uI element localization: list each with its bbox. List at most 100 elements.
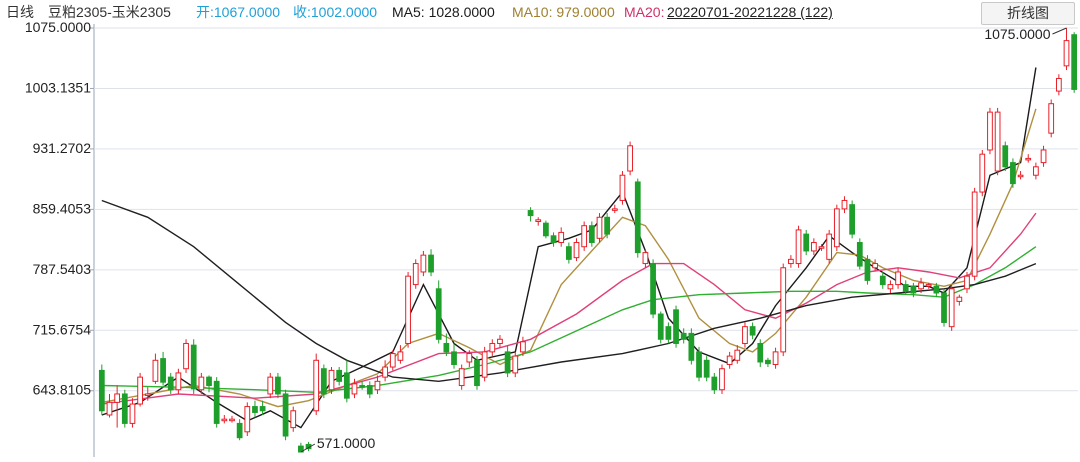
candle-body bbox=[121, 393, 128, 424]
candle-body bbox=[818, 246, 825, 249]
candle-body bbox=[742, 326, 748, 344]
candle bbox=[1002, 141, 1009, 172]
candle-body bbox=[573, 242, 580, 259]
candle bbox=[267, 372, 274, 399]
candle bbox=[795, 225, 802, 268]
candle bbox=[466, 350, 473, 368]
candle-body bbox=[252, 406, 258, 413]
candle bbox=[703, 356, 710, 382]
candle bbox=[366, 381, 373, 399]
candle bbox=[941, 288, 947, 327]
candle-body bbox=[910, 285, 917, 294]
candle bbox=[726, 351, 733, 369]
candle-body bbox=[788, 258, 794, 265]
candle bbox=[489, 339, 496, 357]
date-range-label[interactable]: 20220701-20221228 (122) bbox=[667, 4, 833, 20]
candle-body bbox=[1040, 149, 1047, 164]
candle-body bbox=[497, 338, 503, 344]
candle-body bbox=[481, 351, 488, 378]
candle-body bbox=[443, 342, 450, 353]
candle-body bbox=[596, 216, 603, 239]
candle bbox=[282, 389, 289, 441]
candle-body bbox=[665, 326, 672, 340]
candle-body bbox=[466, 353, 473, 363]
candle-body bbox=[282, 393, 289, 437]
candle bbox=[565, 242, 572, 264]
candle-body bbox=[627, 145, 633, 172]
candle bbox=[979, 149, 986, 197]
candle-body bbox=[451, 351, 457, 366]
candle bbox=[206, 375, 212, 393]
candle bbox=[343, 360, 350, 403]
candle-body bbox=[895, 271, 901, 286]
candle bbox=[121, 389, 128, 428]
candle bbox=[1017, 171, 1024, 180]
candle-body bbox=[160, 358, 166, 383]
min-price-label: 571.0000 bbox=[317, 435, 376, 451]
candle bbox=[933, 282, 940, 298]
candle bbox=[520, 336, 526, 357]
period-label: 日线 bbox=[6, 4, 34, 20]
candle bbox=[803, 229, 810, 256]
candle bbox=[359, 381, 366, 390]
candle-body bbox=[688, 332, 695, 361]
y-tick-label: 931.2702 bbox=[33, 140, 92, 156]
candle bbox=[588, 221, 595, 247]
candle-body bbox=[313, 359, 320, 412]
candle bbox=[826, 229, 833, 264]
candle bbox=[948, 284, 955, 331]
line-chart-button[interactable]: 折线图 bbox=[981, 2, 1075, 25]
candle bbox=[160, 351, 166, 386]
candle bbox=[849, 200, 856, 239]
candle bbox=[902, 280, 909, 295]
candle-body bbox=[696, 351, 702, 378]
candle bbox=[757, 339, 764, 368]
candle bbox=[175, 368, 182, 394]
candle bbox=[389, 350, 396, 371]
candle-body bbox=[948, 288, 955, 328]
candle-body bbox=[382, 366, 388, 378]
candle-body bbox=[795, 229, 802, 265]
chart-header: 日线 豆粕2305-玉米2305 开:1067.0000 收:1002.0000… bbox=[0, 0, 1080, 24]
candle-body bbox=[236, 422, 243, 439]
candle bbox=[397, 345, 404, 364]
candle bbox=[114, 385, 121, 428]
candle-body bbox=[535, 219, 542, 222]
candle bbox=[772, 347, 779, 369]
close-price-label: 收:1002.0000 bbox=[293, 4, 378, 20]
candle-body bbox=[114, 393, 121, 403]
candle bbox=[320, 364, 327, 399]
candle-body bbox=[1033, 166, 1039, 176]
candle-body bbox=[634, 181, 641, 254]
candle bbox=[780, 263, 787, 357]
candle-body bbox=[757, 342, 764, 363]
candle bbox=[987, 107, 993, 155]
candle bbox=[236, 419, 243, 441]
candle-body bbox=[833, 208, 840, 248]
candle-body bbox=[887, 284, 894, 290]
candle bbox=[535, 217, 542, 226]
candle bbox=[336, 367, 343, 386]
candle bbox=[351, 378, 358, 399]
candle-body bbox=[428, 254, 434, 273]
candle bbox=[994, 107, 1001, 176]
candle-body bbox=[527, 210, 534, 217]
candle-body bbox=[780, 267, 787, 353]
candle bbox=[1048, 99, 1055, 138]
candle-body bbox=[604, 216, 611, 235]
candle-body bbox=[412, 263, 419, 286]
candle bbox=[818, 244, 825, 251]
candle bbox=[604, 213, 611, 239]
candle-body bbox=[918, 282, 924, 290]
candle bbox=[221, 414, 228, 424]
candle bbox=[451, 343, 457, 369]
candle bbox=[964, 271, 970, 293]
candle bbox=[887, 280, 894, 293]
candle-body bbox=[879, 275, 886, 286]
candle bbox=[581, 221, 588, 251]
candle-body bbox=[1063, 40, 1070, 67]
candle-body bbox=[565, 246, 572, 260]
ma-line-ma120 bbox=[101, 199, 1037, 383]
candle-body bbox=[826, 233, 833, 260]
y-tick-label: 859.4053 bbox=[33, 200, 92, 216]
